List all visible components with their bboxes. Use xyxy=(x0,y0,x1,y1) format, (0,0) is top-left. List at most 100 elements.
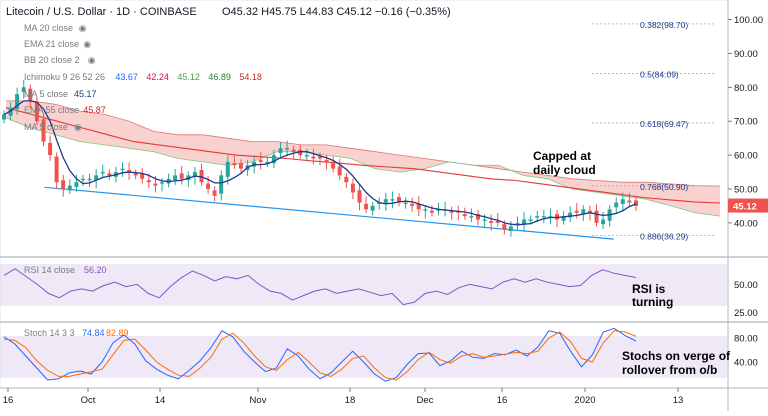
candle-body xyxy=(100,172,105,174)
legend-label: EMA 21 close xyxy=(24,39,79,49)
legend-label: BB 20 close 2 xyxy=(24,55,80,65)
candle-body xyxy=(94,175,99,181)
candle-body xyxy=(21,87,26,92)
stoch-pane: 80.00 40.00 xyxy=(3,327,758,382)
indicator-legend: MA 20 close ◉EMA 21 close ◉BB 20 close 2 ◉I… xyxy=(2,23,262,132)
rsi-overbought-band xyxy=(0,264,728,306)
eye-icon: ◉ xyxy=(79,23,87,33)
candle-body xyxy=(416,203,421,210)
candle-body xyxy=(311,156,316,159)
price-tick-label: 60.00 xyxy=(734,151,758,162)
price-tick-label: 90.00 xyxy=(734,49,758,60)
legend-value: 45.87 xyxy=(83,105,106,115)
stoch-k-value: 74.84 xyxy=(82,328,105,338)
candle-body xyxy=(357,190,362,203)
candle-body xyxy=(2,114,6,120)
price-tick-label: 80.00 xyxy=(734,83,758,94)
chart-title: Litecoin / U.S. Dollar · 1D · COINBASE xyxy=(6,6,197,18)
candle-body xyxy=(482,219,487,221)
candle-body xyxy=(140,173,145,179)
candle-body xyxy=(160,182,164,184)
candle-body xyxy=(153,183,158,186)
candle-body xyxy=(271,155,276,164)
stoch-tick-label: 80.00 xyxy=(734,334,758,345)
price-pane: 0.382(98.70) 0.5(84.09) 0.618(69.47) 0.768(… xyxy=(2,20,721,241)
candle-body xyxy=(364,203,369,210)
candle-body xyxy=(67,185,72,191)
legend-label: Ichimoku 9 26 52 26 xyxy=(24,72,105,82)
last-price-tag xyxy=(728,198,768,213)
candle-body xyxy=(489,220,494,223)
stoch-tick-label: 40.00 xyxy=(734,358,758,369)
eye-icon: ◉ xyxy=(83,39,91,49)
candle-body xyxy=(219,175,224,194)
ichimoku-cloud xyxy=(6,100,720,217)
candle-body xyxy=(199,170,204,183)
legend-handle xyxy=(2,39,8,49)
candle-body xyxy=(370,205,375,211)
candle-body xyxy=(634,200,638,206)
candle-body xyxy=(495,220,500,223)
candle-body xyxy=(74,182,79,187)
time-tick-label: 16 xyxy=(3,395,14,406)
candle-body xyxy=(192,172,197,177)
time-tick-label: 18 xyxy=(345,395,356,406)
candle-body xyxy=(476,214,480,220)
candle-body xyxy=(265,161,270,164)
candle-body xyxy=(508,226,513,231)
candle-body xyxy=(528,219,533,221)
rsi-value: 56.20 xyxy=(84,265,107,275)
candle-body xyxy=(48,142,53,156)
price-tick-label: 100.00 xyxy=(734,15,763,26)
candle-body xyxy=(561,216,566,221)
candle-body xyxy=(107,173,112,176)
legend-handle xyxy=(2,72,8,82)
candle-body xyxy=(390,199,395,201)
candle-body xyxy=(28,88,33,101)
candle-body xyxy=(627,200,632,203)
fib-level-label: 0.618(69.47) xyxy=(640,119,688,129)
legend-value: 43.67 xyxy=(115,72,138,82)
eye-icon: ◉ xyxy=(74,122,82,132)
stoch-d-value: 82.89 xyxy=(106,328,129,338)
cloud-note-line-2: daily cloud xyxy=(533,163,596,177)
legend-value: 45.12 xyxy=(177,72,200,82)
fib-level-label: 0.886(36.29) xyxy=(640,231,688,241)
candle-body xyxy=(548,216,553,218)
candle-body xyxy=(173,175,178,181)
candle-body xyxy=(555,214,559,220)
candle-body xyxy=(285,148,290,150)
candle-body xyxy=(449,210,454,213)
legend-label: EMA 55 close xyxy=(24,105,79,115)
candle-body xyxy=(120,168,125,171)
candle-body xyxy=(225,161,230,177)
legend-handle xyxy=(2,23,8,33)
candle-body xyxy=(383,199,388,204)
candle-body xyxy=(594,210,599,223)
candle-body xyxy=(331,163,336,169)
price-tick-label: 70.00 xyxy=(734,117,758,128)
candle-body xyxy=(304,155,309,157)
candle-body xyxy=(344,176,349,183)
ema55-line xyxy=(5,107,721,204)
candle-body xyxy=(614,202,619,208)
candle-body xyxy=(15,94,20,109)
candle-body xyxy=(34,102,39,122)
candle-body xyxy=(179,173,184,179)
rsi-label: RSI 14 close xyxy=(24,265,75,275)
eye-icon: ◉ xyxy=(88,55,96,65)
candle-body xyxy=(324,159,329,162)
candle-body xyxy=(620,199,625,204)
candle-body xyxy=(291,149,296,152)
rsi-line xyxy=(3,268,637,306)
cloud-note-line-1: Capped at xyxy=(533,149,591,163)
legend-handle xyxy=(2,55,8,65)
time-tick-label: Dec xyxy=(417,395,434,406)
candle-body xyxy=(239,163,243,169)
candle-body xyxy=(133,173,138,176)
candle-body xyxy=(258,159,263,162)
fib-level-label: 0.382(98.70) xyxy=(640,20,688,30)
fib-level-label: 0.768(50.90) xyxy=(640,182,688,192)
candle-body xyxy=(41,119,46,142)
